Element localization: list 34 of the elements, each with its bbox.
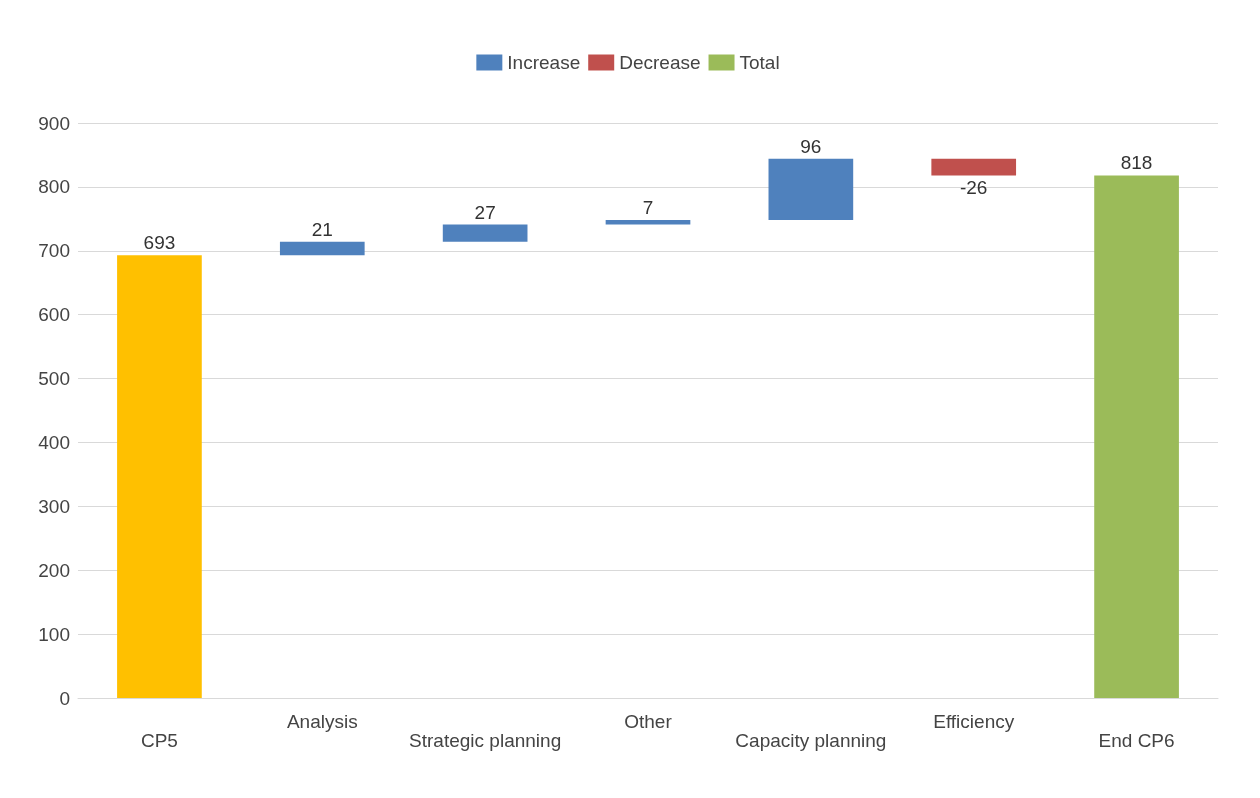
bar <box>117 255 202 698</box>
y-tick-label: 600 <box>38 304 70 326</box>
data-label: -26 <box>959 177 988 199</box>
bar <box>279 241 365 256</box>
x-tick-label: CP5 <box>140 730 178 751</box>
y-tick-label: 900 <box>38 112 70 134</box>
x-tick-label: Other <box>624 711 673 732</box>
data-label: 818 <box>1120 152 1153 174</box>
y-tick-label: 200 <box>38 559 70 581</box>
x-tick-label: Capacity planning <box>735 730 887 751</box>
y-tick-label: 700 <box>38 240 70 262</box>
y-tick-label: 400 <box>38 431 70 453</box>
legend-label: Increase <box>507 52 581 73</box>
y-tick-label: 800 <box>38 176 70 198</box>
y-tick-label: 100 <box>38 623 70 645</box>
data-label: 27 <box>474 201 496 223</box>
x-tick-label: Efficiency <box>933 711 1015 732</box>
x-tick-label: Analysis <box>286 711 358 732</box>
y-tick-label: 0 <box>59 687 70 709</box>
y-tick-label: 300 <box>38 495 70 517</box>
legend-label: Total <box>739 52 780 73</box>
y-tick-label: 500 <box>38 368 70 390</box>
bar <box>1094 175 1179 698</box>
legend-label: Decrease <box>619 52 701 73</box>
bar <box>931 158 1017 176</box>
bar <box>442 224 528 242</box>
x-tick-label: Strategic planning <box>409 730 562 751</box>
bar <box>768 158 854 221</box>
data-label: 96 <box>800 135 822 157</box>
data-label: 693 <box>143 232 176 254</box>
data-label: 7 <box>642 197 654 219</box>
data-label: 21 <box>311 218 333 240</box>
x-tick-label: End CP6 <box>1098 730 1175 751</box>
bar <box>605 220 691 225</box>
